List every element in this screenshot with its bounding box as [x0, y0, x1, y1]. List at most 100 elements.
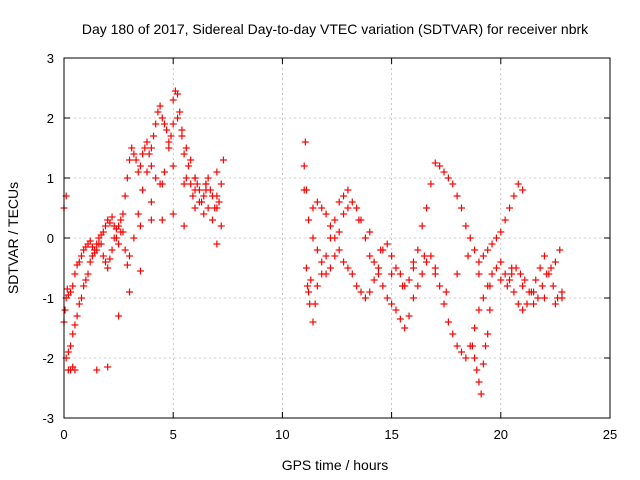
- data-point: [160, 168, 168, 176]
- data-point: [169, 120, 177, 128]
- data-point: [77, 294, 85, 302]
- data-point: [73, 312, 81, 320]
- data-point: [414, 246, 422, 254]
- data-point: [132, 156, 140, 164]
- data-point: [510, 192, 518, 200]
- data-point: [340, 210, 348, 218]
- data-point: [130, 234, 138, 242]
- data-point: [106, 255, 114, 263]
- data-point: [344, 204, 352, 212]
- data-point: [519, 306, 527, 314]
- data-point: [169, 96, 177, 104]
- data-point: [436, 282, 444, 290]
- data-point: [423, 258, 431, 266]
- data-point: [80, 282, 88, 290]
- data-point: [374, 270, 382, 278]
- data-point: [193, 180, 201, 188]
- data-point: [307, 276, 315, 284]
- data-point: [353, 204, 361, 212]
- data-point: [217, 180, 225, 188]
- data-point: [431, 264, 439, 272]
- data-point: [152, 174, 160, 182]
- data-point: [67, 288, 75, 296]
- data-point: [399, 282, 407, 290]
- data-point: [457, 204, 465, 212]
- data-point: [158, 216, 166, 224]
- data-point: [110, 234, 118, 242]
- data-point: [309, 234, 317, 242]
- data-point: [379, 282, 387, 290]
- data-point: [462, 354, 470, 362]
- data-point: [366, 252, 374, 260]
- data-point: [309, 204, 317, 212]
- data-point: [75, 258, 83, 266]
- data-point: [141, 144, 149, 152]
- data-point: [202, 180, 210, 188]
- data-point: [305, 288, 313, 296]
- data-point: [409, 258, 417, 266]
- data-point: [195, 186, 203, 194]
- data-point: [519, 282, 527, 290]
- data-point: [119, 228, 127, 236]
- data-point: [335, 198, 343, 206]
- data-point: [501, 270, 509, 278]
- data-point: [486, 306, 494, 314]
- data-point: [536, 264, 544, 272]
- y-tick-label: 3: [47, 51, 54, 66]
- data-point: [427, 252, 435, 260]
- data-point: [409, 264, 417, 272]
- data-point: [61, 306, 69, 314]
- data-point: [169, 210, 177, 218]
- data-point: [436, 162, 444, 170]
- data-point: [200, 210, 208, 218]
- data-point: [213, 240, 221, 248]
- data-point: [204, 204, 212, 212]
- data-point: [479, 294, 487, 302]
- data-point: [521, 276, 529, 284]
- data-point: [506, 276, 514, 284]
- data-point: [311, 300, 319, 308]
- data-point: [418, 222, 426, 230]
- data-point: [136, 162, 144, 170]
- x-axis-label: GPS time / hours: [282, 457, 389, 473]
- data-point: [366, 288, 374, 296]
- data-point: [69, 282, 77, 290]
- data-point: [383, 240, 391, 248]
- data-point: [475, 378, 483, 386]
- data-point: [418, 270, 426, 278]
- data-point: [150, 132, 158, 140]
- data-point: [95, 234, 103, 242]
- data-point: [305, 216, 313, 224]
- data-point: [423, 204, 431, 212]
- data-point: [475, 258, 483, 266]
- data-point: [409, 294, 417, 302]
- data-point: [530, 300, 538, 308]
- data-point: [361, 234, 369, 242]
- data-point: [77, 252, 85, 260]
- plot-frame: [63, 57, 611, 419]
- data-point: [388, 270, 396, 278]
- y-tick-label: -1: [42, 291, 54, 306]
- data-point: [427, 180, 435, 188]
- data-point: [99, 228, 107, 236]
- x-tick-label: 5: [170, 427, 177, 442]
- data-point: [453, 270, 461, 278]
- data-point: [348, 198, 356, 206]
- data-point: [355, 216, 363, 224]
- data-point: [86, 237, 94, 245]
- data-point: [540, 294, 548, 302]
- data-point: [143, 138, 151, 146]
- data-point: [301, 138, 309, 146]
- data-point: [126, 288, 134, 296]
- data-point: [75, 300, 83, 308]
- data-point: [309, 318, 317, 326]
- data-point: [128, 144, 136, 152]
- data-point: [126, 156, 134, 164]
- data-point: [302, 186, 310, 194]
- data-point: [431, 159, 439, 167]
- y-tick-label: -3: [42, 411, 54, 426]
- data-point: [322, 210, 330, 218]
- data-point: [405, 276, 413, 284]
- data-point: [484, 246, 492, 254]
- data-point: [97, 240, 105, 248]
